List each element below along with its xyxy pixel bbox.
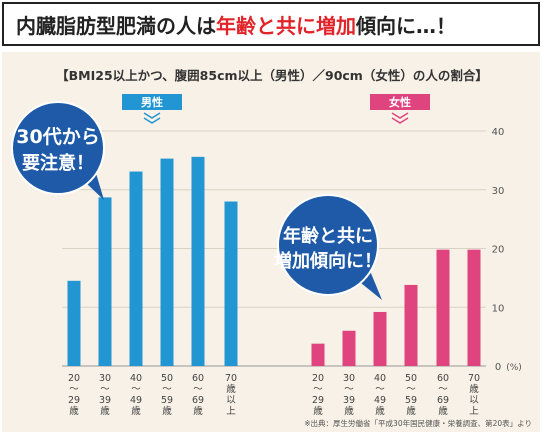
category-label: 29	[312, 395, 324, 406]
category-label: 〜	[100, 384, 110, 395]
chevron-down-icon	[143, 112, 161, 119]
category-label: 40	[130, 373, 142, 384]
bar	[67, 280, 81, 366]
category-label: 39	[99, 395, 111, 406]
category-label: 歳	[438, 405, 448, 417]
category-label: 29	[68, 395, 80, 406]
category-label: 30	[343, 373, 355, 384]
source-note: ※出典：厚生労働省「平成30年国民健康・栄養調査、第20表」より	[304, 418, 532, 428]
bar	[404, 284, 418, 366]
category-label: 39	[343, 395, 355, 406]
bar	[129, 171, 143, 366]
legend-label: 女性	[389, 95, 411, 109]
bar	[311, 343, 325, 366]
category-label: 49	[374, 395, 386, 406]
category-label: 歳	[162, 405, 172, 417]
y-tick-label: 30	[492, 186, 505, 197]
category-label: 〜	[344, 384, 354, 395]
category-label: 59	[405, 395, 417, 406]
category-label: 歳	[406, 405, 416, 417]
y-tick-label: 40	[492, 127, 505, 138]
category-label: 50	[405, 373, 417, 384]
category-label: 20	[68, 373, 80, 384]
chevron-down-icon	[143, 117, 161, 124]
headline-part1: 内臓脂肪型肥満の人は	[16, 13, 216, 38]
category-label: 〜	[69, 384, 79, 395]
category-label: 歳	[469, 383, 479, 395]
category-label: 59	[161, 395, 173, 406]
category-label: 60	[192, 373, 204, 384]
category-label: 上	[226, 406, 236, 417]
category-label: 〜	[193, 384, 203, 395]
category-label: 69	[437, 395, 449, 406]
category-label: 49	[130, 395, 142, 406]
chevron-down-icon	[391, 117, 409, 124]
bar	[373, 311, 387, 366]
category-label: 20	[312, 373, 324, 384]
legend-swatch	[122, 94, 182, 110]
bar	[467, 249, 481, 366]
headline-part2: 傾向に…！	[356, 13, 456, 38]
category-label: 70	[468, 373, 480, 384]
legend-swatch	[370, 94, 430, 110]
category-label: 歳	[375, 405, 385, 417]
legend-label: 男性	[141, 95, 163, 109]
bar	[224, 201, 238, 366]
bar	[191, 156, 205, 366]
category-label: 〜	[131, 384, 141, 395]
y-tick-label: 10	[492, 303, 505, 314]
category-label: 〜	[162, 384, 172, 395]
y-tick-label: 0	[495, 362, 501, 373]
annotation-text: 年齢と共に	[283, 225, 373, 247]
category-label: 50	[161, 373, 173, 384]
category-label: 〜	[406, 384, 416, 395]
category-label: 歳	[69, 405, 79, 417]
annotation-text: 30代から	[16, 126, 99, 148]
category-label: 70	[225, 373, 237, 384]
category-label: 上	[469, 406, 479, 417]
headline-highlight: 年齢と共に増加	[216, 13, 356, 38]
category-label: 以	[469, 395, 479, 406]
category-label: 歳	[193, 405, 203, 417]
y-unit-label: (%)	[506, 363, 522, 373]
speech-bubble	[11, 101, 105, 195]
headline: 内臓脂肪型肥満の人は 年齢と共に増加 傾向に…！	[2, 2, 540, 46]
chart-title: 【BMI25以上かつ、腹囲85cm以上（男性）／90cm（女性）の人の割合】	[56, 68, 488, 83]
chevron-down-icon	[391, 112, 409, 119]
category-label: 〜	[438, 384, 448, 395]
category-label: 69	[192, 395, 204, 406]
bar	[342, 330, 356, 366]
category-label: 30	[99, 373, 111, 384]
bar	[98, 197, 112, 366]
category-label: 40	[374, 373, 386, 384]
category-label: 歳	[226, 383, 236, 395]
bar	[160, 158, 174, 366]
annotation-text: 要注意！	[22, 152, 94, 174]
category-label: 60	[437, 373, 449, 384]
category-label: 〜	[375, 384, 385, 395]
category-label: 以	[226, 395, 236, 406]
category-label: 〜	[313, 384, 323, 395]
annotation-text: 増加傾向に！	[274, 250, 382, 272]
category-label: 歳	[100, 405, 110, 417]
category-label: 歳	[344, 405, 354, 417]
category-label: 歳	[131, 405, 141, 417]
bar	[436, 249, 450, 366]
speech-bubble	[277, 194, 379, 296]
y-tick-label: 20	[492, 245, 505, 256]
category-label: 歳	[313, 405, 323, 417]
